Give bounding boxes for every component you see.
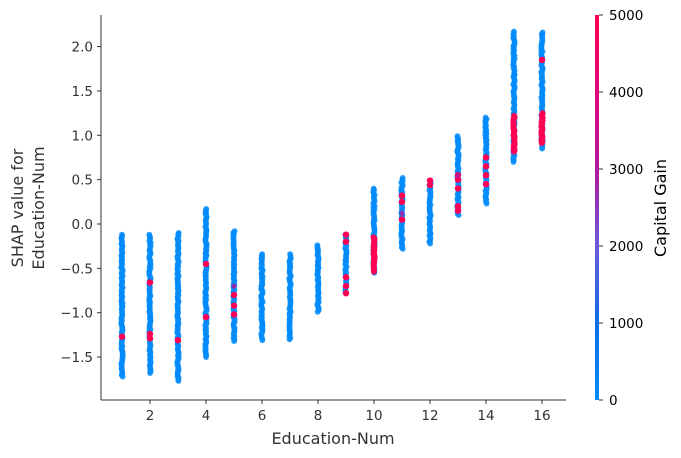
colorbar-gradient	[595, 15, 599, 400]
colorbar: 0 1000 2000 3000 4000 5000 Capital Gain	[595, 8, 670, 409]
y-tick-label: 0.5	[72, 173, 93, 189]
x-tick-label: 4	[202, 408, 211, 424]
colorbar-ticks: 0 1000 2000 3000 4000 5000	[599, 8, 643, 409]
y-tick-label: 2.0	[72, 40, 93, 56]
x-tick-label: 16	[533, 408, 550, 424]
y-axis-label-line-1: SHAP value for	[8, 148, 27, 267]
y-tick-label: −1.5	[60, 350, 93, 366]
colorbar-tick-label: 4000	[609, 85, 643, 101]
x-tick-label: 10	[365, 408, 382, 424]
scatter-points	[118, 28, 546, 384]
x-tick-label: 8	[314, 408, 323, 424]
y-axis-label: SHAP value for Education-Num	[8, 146, 48, 269]
axes-spines	[100, 15, 566, 401]
x-tick-label: 12	[421, 408, 438, 424]
x-tick-label: 6	[258, 408, 267, 424]
colorbar-tick-label: 1000	[609, 316, 643, 332]
x-tick-label: 14	[477, 408, 494, 424]
colorbar-tick-label: 0	[609, 393, 618, 409]
y-tick-label: −0.5	[60, 261, 93, 277]
x-axis-ticks: 2 4 6 8 10 12 14 16	[146, 400, 551, 424]
colorbar-tick-label: 3000	[609, 162, 643, 178]
y-axis-label-line-2: Education-Num	[29, 146, 48, 269]
x-tick-label: 2	[146, 408, 155, 424]
y-tick-label: 0.0	[72, 217, 93, 233]
y-tick-label: −1.0	[60, 306, 93, 322]
y-tick-label: 1.5	[72, 84, 93, 100]
colorbar-label: Capital Gain	[651, 159, 670, 257]
y-tick-label: 1.0	[72, 128, 93, 144]
colorbar-tick-label: 2000	[609, 239, 643, 255]
colorbar-tick-label: 5000	[609, 8, 643, 24]
y-axis-ticks: 2.0 1.5 1.0 0.5 0.0 −0.5 −1.0 −1.5	[60, 40, 101, 366]
x-axis-label: Education-Num	[271, 429, 394, 448]
